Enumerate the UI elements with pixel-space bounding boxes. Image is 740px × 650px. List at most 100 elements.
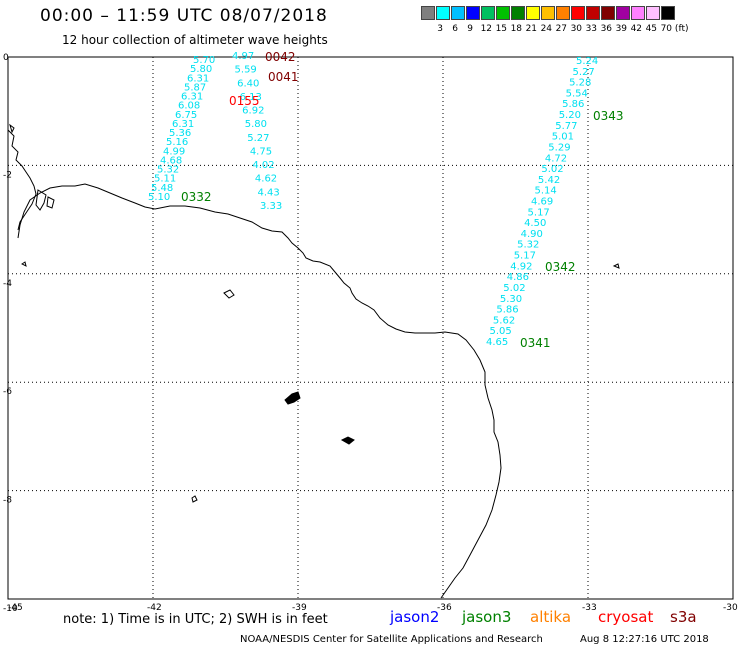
generated-timestamp: Aug 8 12:27:16 UTC 2018 [580,634,709,645]
wave-height-label: 5.27 [247,133,269,144]
scale-swatch [451,6,465,20]
pass-time-label: 0155 [229,94,260,108]
wave-height-label: 4.92 [510,261,532,272]
wave-height-label: 4.90 [521,229,543,240]
wave-height-label: 5.29 [548,142,570,153]
wave-height-label: 4.69 [531,197,553,208]
scale-unit: (ft) [674,24,689,34]
y-tick-label: -6 [3,387,12,397]
wave-height-label: 5.59 [235,65,257,76]
x-tick-label: -33 [582,603,597,613]
scale-label: 45 [645,24,658,34]
wave-height-label: 5.28 [569,78,591,89]
wave-height-label: 6.13 [240,92,262,103]
scale-swatch [646,6,660,20]
pass-time-label: 0332 [181,190,212,204]
wave-height-label: 5.77 [555,121,577,132]
y-tick-label: 0 [3,53,9,63]
island-small-2 [191,495,198,503]
wave-height-label: 5.80 [190,64,212,75]
wave-height-label: 4.97 [232,51,254,62]
coastline-north [7,129,37,231]
wave-height-label: 4.75 [250,146,272,157]
wave-height-label: 4.50 [524,218,546,229]
scale-label: 6 [452,24,459,34]
x-tick-label: -39 [292,603,307,613]
altimeter-tracks: 5.705.806.315.876.316.086.756.315.365.16… [148,50,624,350]
wave-height-label: 6.08 [178,101,200,112]
wave-height-label: 5.30 [500,294,522,305]
wave-height-label: 5.20 [559,110,581,121]
scale-label: 39 [615,24,628,34]
island-small-1 [340,436,355,445]
pass-time-label: 0342 [545,260,576,274]
pass-time-label: 0041 [268,70,299,84]
wave-height-label: 5.17 [514,251,536,262]
x-tick-label: -45 [8,603,23,613]
scale-label: 24 [540,24,553,34]
scale-swatch [526,6,540,20]
wave-height-label: 6.31 [181,92,203,103]
scale-swatch [421,6,435,20]
legend-item-altika: altika [530,608,572,626]
scale-swatch [511,6,525,20]
wave-height-label: 5.01 [552,132,574,143]
scale-label: 42 [630,24,643,34]
coastline-islands [9,123,55,211]
scale-swatch [556,6,570,20]
wave-height-label: 5.27 [573,67,595,78]
map-note: note: 1) Time is in UTC; 2) SWH is in fe… [63,612,328,627]
wave-height-label: 6.31 [172,119,194,130]
map-frame [7,56,734,600]
y-tick-label: -2 [3,170,12,180]
wave-height-label: 6.40 [237,78,259,89]
scale-label: 21 [525,24,538,34]
wave-height-label: 4.72 [545,153,567,164]
axis-tick-labels: -45 -42 -39 -36 -33 -30 0 -2 -4 -6 -8 -10 [3,53,738,614]
x-tick-label: -36 [437,603,452,613]
wave-height-label: 5.32 [517,240,539,251]
x-tick-label: -42 [147,603,162,613]
wave-height-label: 5.87 [184,82,206,93]
scale-label: 27 [555,24,568,34]
y-tick-label: -8 [3,496,12,506]
scale-swatch [466,6,480,20]
scale-swatch [661,6,675,20]
scale-label: 30 [570,24,583,34]
wave-height-label: 5.32 [157,165,179,176]
wave-height-label: 6.31 [187,73,209,84]
legend-item-cryosat: cryosat [598,608,654,626]
x-tick-label: -30 [723,603,738,613]
wave-height-label: 5.17 [528,207,550,218]
wave-height-label: 5.54 [566,88,588,99]
credit-line: NOAA/NESDIS Center for Satellite Applica… [240,634,543,645]
coastline [17,183,502,599]
map-title: 00:00 – 11:59 UTC 08/07/2018 [40,6,328,26]
wave-height-label: 6.92 [242,106,264,117]
legend-item-jason2: jason2 [390,608,440,626]
scale-swatch [601,6,615,20]
legend-item-s3a: s3a [670,608,697,626]
wave-height-label: 5.11 [154,174,176,185]
scale-swatch [571,6,585,20]
scale-swatch [436,6,450,20]
color-scale: 3 6 9 12 15 18 21 24 27 30 33 36 39 42 45 70 (ft) [421,6,688,34]
map-subtitle: 12 hour collection of altimeter wave hei… [62,33,328,47]
wave-height-label: 5.42 [538,175,560,186]
wave-height-label: 5.05 [489,326,511,337]
pass-time-label: 0341 [520,336,551,350]
island-small-3 [21,261,27,267]
wave-height-label: 4.65 [486,337,508,348]
wave-height-label: 5.62 [493,315,515,326]
wave-height-label: 5.10 [148,192,170,203]
wave-height-label: 5.70 [193,55,215,66]
wave-height-label: 5.48 [151,183,173,194]
color-scale-swatches [421,6,676,20]
wave-height-label: 4.02 [252,160,274,171]
scale-label: 33 [585,24,598,34]
y-tick-label: -4 [3,279,12,289]
wave-height-label: 4.86 [507,272,529,283]
scale-label: 70 [660,24,673,34]
wave-height-label: 5.02 [503,283,525,294]
